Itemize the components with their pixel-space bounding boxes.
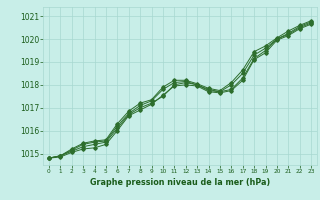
X-axis label: Graphe pression niveau de la mer (hPa): Graphe pression niveau de la mer (hPa) [90,178,270,187]
